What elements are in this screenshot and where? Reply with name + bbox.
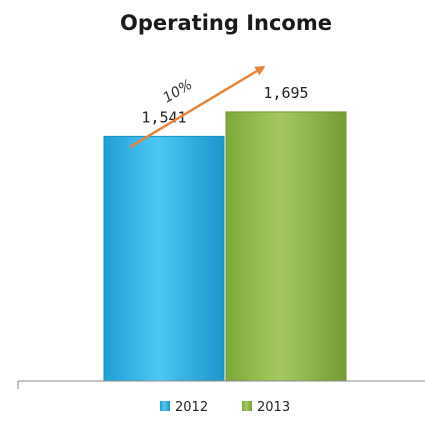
- legend-label-2012: 2012: [175, 400, 208, 415]
- legend-swatch-2013: [242, 401, 252, 411]
- chart-title: Operating Income: [120, 11, 332, 35]
- chart-legend: 2012 2013: [160, 400, 290, 415]
- bar-2013: [225, 111, 347, 382]
- data-label-2013: 1,695: [263, 84, 308, 102]
- data-label-2012: 1,541: [141, 108, 186, 126]
- bar-2012: [103, 135, 225, 382]
- data-labels-layer: 1,541 1,695: [141, 84, 308, 126]
- legend-swatch-2012: [160, 401, 170, 411]
- legend-label-2013: 2013: [257, 400, 290, 415]
- growth-percentage-label: 10%: [160, 77, 195, 107]
- bars-layer: [103, 111, 347, 382]
- growth-arrow-icon: [129, 65, 266, 149]
